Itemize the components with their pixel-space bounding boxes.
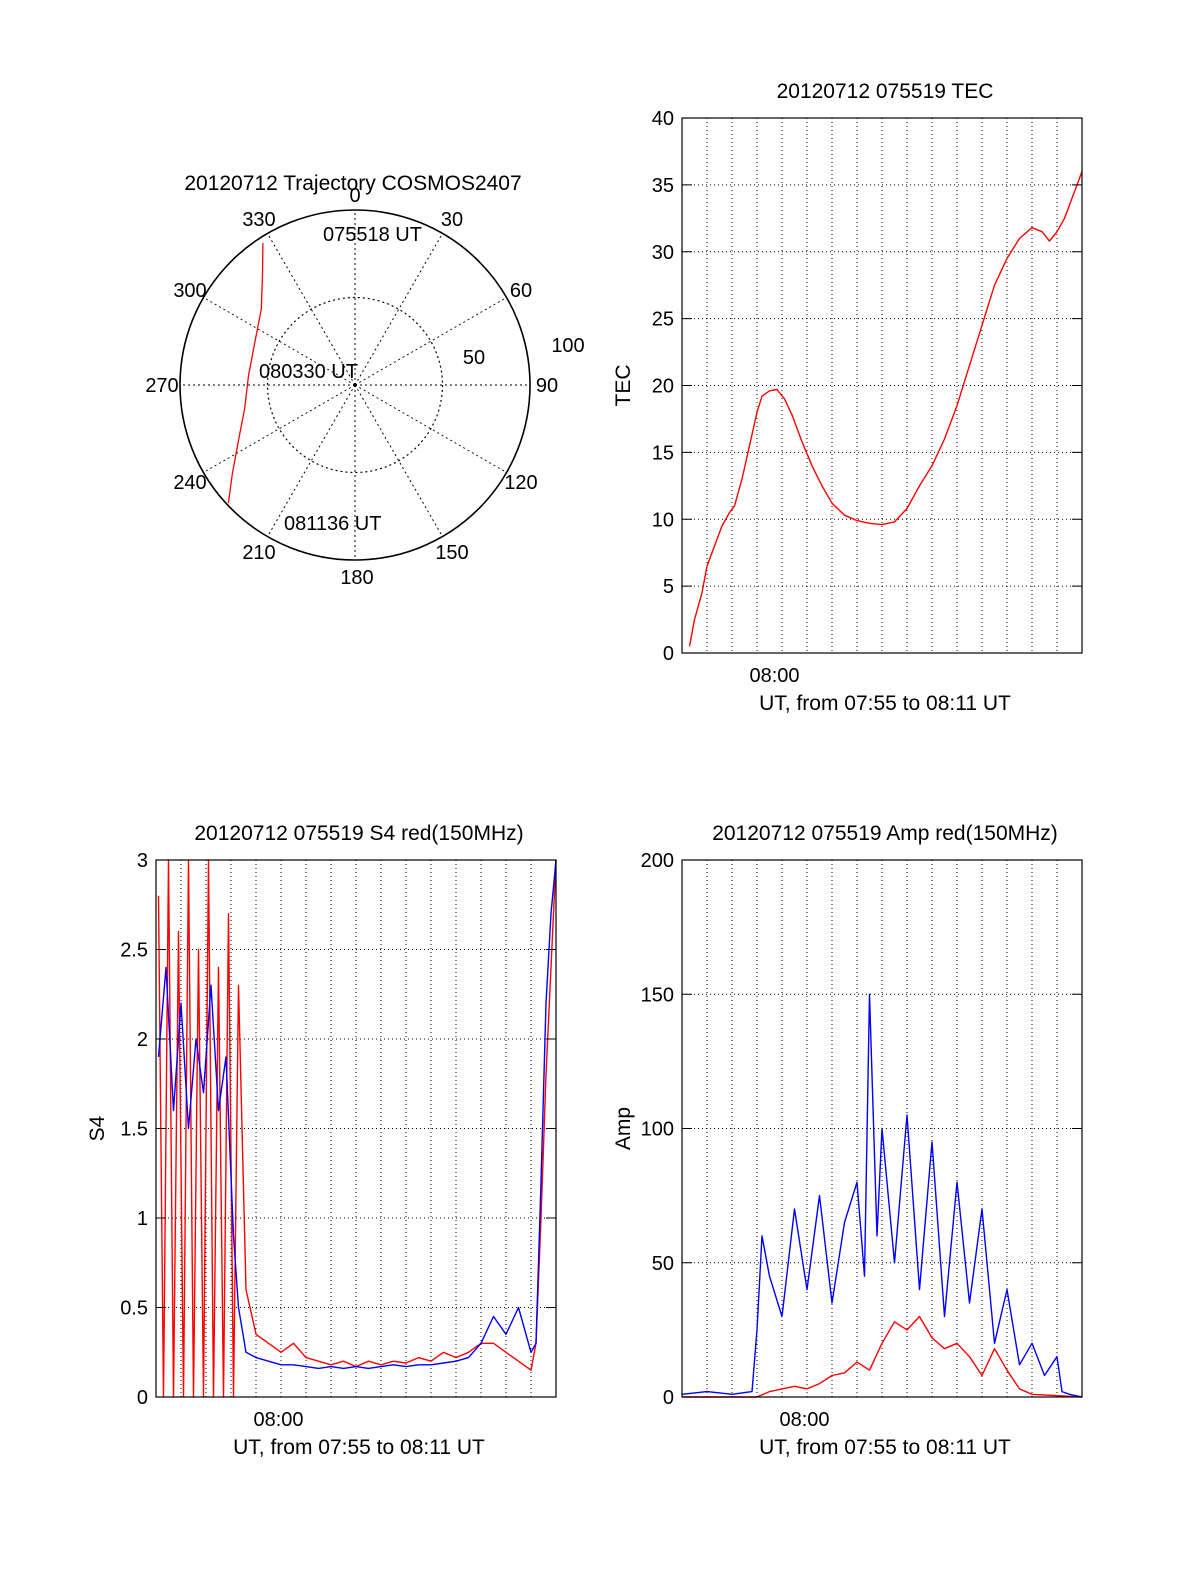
polar-trajectory-plot: 0 30 60 90 120 150 180 210 240 270 300 330 50 100 0755… bbox=[145, 172, 584, 589]
polar-spoke bbox=[354, 384, 507, 473]
y-tick-label: 2.5 bbox=[120, 940, 148, 962]
y-tick-label: 40 bbox=[652, 108, 674, 130]
y-tick-label: 0 bbox=[137, 1387, 148, 1409]
y-tick-label: 25 bbox=[652, 309, 674, 331]
y-tick-label: 20 bbox=[652, 376, 674, 398]
y-tick-label: 15 bbox=[652, 442, 674, 464]
azimuth-label: 240 bbox=[173, 472, 206, 494]
series-line-2 bbox=[157, 859, 557, 1370]
azimuth-label: 150 bbox=[435, 542, 468, 564]
polar-spoke bbox=[203, 384, 356, 473]
polar-spoke bbox=[267, 384, 356, 537]
azimuth-label: 120 bbox=[504, 472, 537, 494]
y-tick-label: 30 bbox=[652, 242, 674, 264]
radial-label: 50 bbox=[463, 347, 485, 369]
series-line-1 bbox=[157, 859, 557, 1398]
s4-line-plot: 0 0.5 1 1.5 2 2.5 3 08:00 UT, from 07:55 to 08:1… bbox=[86, 822, 557, 1459]
series-line-1 bbox=[688, 171, 1083, 647]
y-tick-label: 0.5 bbox=[120, 1298, 148, 1320]
x-tick-label: 08:00 bbox=[779, 1409, 829, 1431]
azimuth-label: 0 bbox=[349, 185, 360, 207]
y-tick-label: 3 bbox=[137, 850, 148, 872]
y-tick-label: 2 bbox=[137, 1029, 148, 1051]
y-axis-label: TEC bbox=[612, 365, 635, 407]
trajectory-line bbox=[227, 243, 264, 504]
start-time-annotation: 075518 UT bbox=[323, 224, 422, 246]
y-axis-label: Amp bbox=[612, 1107, 635, 1150]
y-tick-label: 5 bbox=[663, 576, 674, 598]
x-tick-label: 08:00 bbox=[253, 1409, 303, 1431]
y-tick-label: 10 bbox=[652, 509, 674, 531]
polar-spoke bbox=[354, 233, 443, 386]
azimuth-label: 270 bbox=[145, 375, 178, 397]
y-tick-label: 1 bbox=[137, 1208, 148, 1230]
polar-spoke bbox=[203, 297, 356, 386]
polar-spoke bbox=[354, 384, 443, 537]
y-tick-label: 200 bbox=[641, 850, 674, 872]
azimuth-label: 300 bbox=[173, 280, 206, 302]
chart-title: 20120712 075519 S4 red(150MHz) bbox=[194, 822, 523, 845]
end-time-annotation: 081136 UT bbox=[284, 513, 381, 535]
y-tick-label: 1.5 bbox=[120, 1119, 148, 1141]
chart-title: 20120712 Trajectory COSMOS2407 bbox=[184, 172, 521, 195]
x-axis-label: UT, from 07:55 to 08:11 UT bbox=[759, 692, 1011, 715]
y-tick-label: 150 bbox=[641, 984, 674, 1006]
x-tick-label: 08:00 bbox=[749, 665, 799, 687]
x-axis-label: UT, from 07:55 to 08:11 UT bbox=[233, 1436, 485, 1459]
y-tick-label: 0 bbox=[663, 643, 674, 665]
series-line-1 bbox=[682, 1315, 1083, 1398]
polar-spoke bbox=[267, 233, 356, 386]
y-tick-label: 35 bbox=[652, 175, 674, 197]
y-tick-label: 100 bbox=[641, 1119, 674, 1141]
polar-ring-outer bbox=[179, 209, 531, 561]
polar-ring-inner bbox=[266, 296, 444, 474]
y-tick-label: 0 bbox=[663, 1387, 674, 1409]
x-axis-label: UT, from 07:55 to 08:11 UT bbox=[759, 1436, 1011, 1459]
azimuth-label: 90 bbox=[536, 375, 558, 397]
amp-line-plot: 0 50 100 150 200 08:00 UT, from 07:55 to 08:11… bbox=[612, 822, 1083, 1459]
series-line-2 bbox=[681, 993, 1083, 1398]
chart-title: 20120712 075519 TEC bbox=[777, 80, 994, 103]
tec-line-plot: 0 5 10 15 20 25 30 35 40 08:00 UT, from 07:55 to 0… bbox=[612, 80, 1083, 715]
mid-time-annotation: 080330 UT bbox=[259, 361, 358, 383]
azimuth-label: 330 bbox=[242, 209, 275, 231]
polar-spoke bbox=[354, 297, 507, 386]
azimuth-label: 180 bbox=[340, 567, 373, 589]
azimuth-label: 30 bbox=[441, 209, 463, 231]
azimuth-label: 210 bbox=[242, 542, 275, 564]
y-axis-label: S4 bbox=[86, 1115, 109, 1141]
radial-label: 100 bbox=[551, 335, 584, 357]
chart-title: 20120712 075519 Amp red(150MHz) bbox=[712, 822, 1058, 845]
azimuth-label: 60 bbox=[510, 280, 532, 302]
y-tick-label: 50 bbox=[652, 1253, 674, 1275]
